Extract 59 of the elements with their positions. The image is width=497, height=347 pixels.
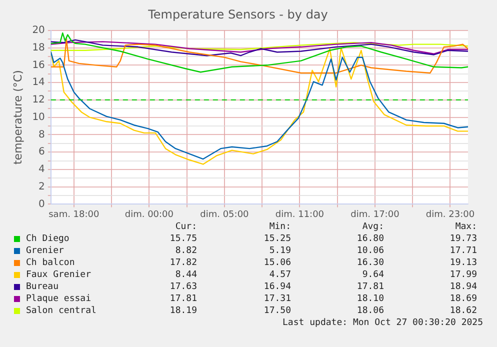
text: 17.81 [356, 281, 384, 293]
x-tick-label: dim. 23:00 [426, 210, 475, 220]
x-tick-label: dim. 05:00 [200, 210, 250, 220]
text: 18.69 [450, 293, 477, 305]
text: 8.82 [175, 245, 197, 257]
text: 17.50 [264, 305, 291, 317]
y-tick-label: 4 [38, 164, 45, 176]
text: 17.82 [170, 257, 197, 269]
text: 16.30 [356, 257, 384, 269]
text: Max: [455, 221, 477, 233]
text: Min: [269, 221, 291, 233]
text: 16.94 [264, 281, 291, 293]
y-tick-label: 14 [32, 77, 45, 88]
text: 18.06 [356, 305, 384, 317]
legend-label: Grenier [26, 245, 64, 257]
text: 17.63 [170, 281, 197, 293]
y-tick-label: 10 [32, 112, 45, 123]
y-tick-label: 8 [38, 129, 45, 140]
y-tick-label: 18 [32, 42, 45, 54]
legend-label: Plaque essai [26, 293, 92, 305]
x-tick-label: dim. 11:00 [275, 210, 324, 220]
text: 5.19 [269, 245, 291, 257]
text: 15.06 [264, 257, 291, 269]
text: 19.73 [450, 233, 477, 245]
x-tick-label: dim. 17:00 [350, 210, 400, 220]
text: 16.80 [356, 233, 384, 245]
y-tick-label: 20 [32, 24, 45, 36]
x-tick-label: sam. 18:00 [48, 210, 100, 220]
text: Last update: Mon Oct 27 00:30:20 2025 [282, 317, 483, 329]
legend-label: Faux Grenier [26, 269, 92, 281]
legend-label: Bureau [26, 281, 59, 293]
text: 17.99 [450, 269, 477, 281]
text: Cur: [175, 221, 197, 233]
y-tick-label: 6 [38, 146, 45, 158]
y-tick-label: 16 [32, 60, 45, 71]
text: 18.62 [450, 305, 477, 317]
legend-label: Salon central [26, 305, 96, 317]
text: 17.71 [450, 245, 477, 257]
text: 18.94 [450, 281, 477, 293]
legend-label: Ch Diego [26, 233, 70, 245]
text: 4.57 [269, 269, 291, 281]
text: 17.31 [264, 293, 291, 305]
text: 9.64 [362, 269, 384, 281]
chart-title: Temperature Sensors - by day [147, 7, 328, 22]
x-tick-label: dim. 00:00 [124, 210, 174, 220]
text: 18.10 [356, 293, 384, 305]
text: 10.06 [356, 245, 384, 257]
y-axis-title: temperature (°C) [11, 70, 24, 165]
y-tick-label: 12 [32, 94, 45, 106]
text: 8.44 [175, 269, 197, 281]
text: 15.25 [264, 233, 291, 245]
text: 15.75 [170, 233, 197, 245]
text: 17.81 [170, 293, 197, 305]
text: Avg: [362, 221, 384, 233]
text: 19.13 [450, 257, 477, 269]
legend-label: Ch balcon [26, 257, 75, 269]
y-tick-label: 2 [38, 181, 45, 192]
y-tick-label: 0 [38, 198, 45, 210]
text: 18.19 [170, 305, 197, 317]
